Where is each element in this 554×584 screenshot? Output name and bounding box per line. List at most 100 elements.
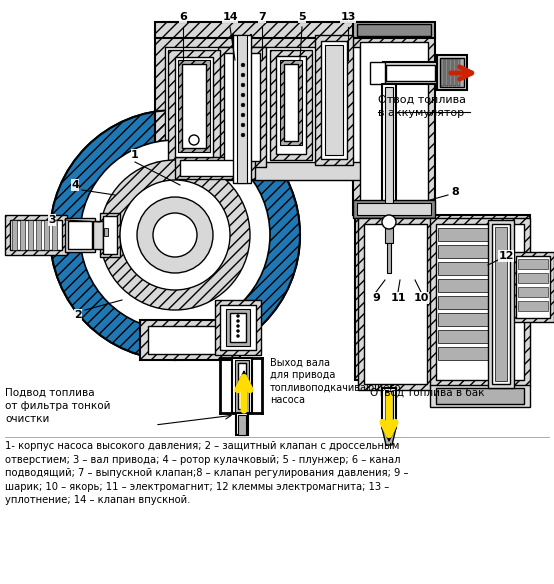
Bar: [104, 228, 108, 236]
Bar: [495, 227, 507, 381]
Bar: [518, 273, 548, 283]
Text: 10: 10: [413, 293, 429, 303]
Bar: [230, 313, 246, 342]
Bar: [438, 330, 488, 343]
Polygon shape: [382, 428, 396, 445]
Text: 14: 14: [222, 12, 238, 22]
Circle shape: [237, 335, 239, 338]
Bar: [276, 56, 306, 154]
Bar: [100, 213, 120, 257]
Bar: [140, 320, 240, 360]
Bar: [438, 279, 488, 292]
Text: Отвод топлива
в аккумулятор: Отвод топлива в аккумулятор: [378, 95, 466, 118]
Circle shape: [153, 213, 197, 257]
Bar: [175, 57, 213, 157]
Bar: [175, 157, 255, 179]
Bar: [168, 50, 220, 165]
Circle shape: [100, 160, 250, 310]
Bar: [236, 413, 248, 435]
Bar: [238, 415, 246, 435]
Text: 2: 2: [74, 310, 82, 320]
Circle shape: [241, 133, 245, 137]
Bar: [387, 243, 391, 273]
Text: Подвод топлива
от фильтра тонкой
очистки: Подвод топлива от фильтра тонкой очистки: [5, 388, 110, 425]
Bar: [438, 245, 488, 258]
Bar: [436, 388, 524, 404]
Bar: [12, 220, 17, 250]
Circle shape: [237, 319, 239, 322]
Bar: [10, 220, 62, 250]
Bar: [220, 305, 256, 350]
Bar: [180, 160, 250, 176]
Text: 7: 7: [258, 12, 266, 22]
Circle shape: [50, 110, 300, 360]
Circle shape: [241, 83, 245, 87]
Bar: [438, 262, 488, 275]
Bar: [440, 58, 464, 87]
Bar: [215, 300, 261, 355]
Bar: [165, 47, 360, 172]
Bar: [353, 22, 435, 38]
Bar: [386, 65, 435, 81]
Circle shape: [382, 215, 396, 229]
Bar: [44, 220, 49, 250]
Circle shape: [241, 93, 245, 97]
Bar: [438, 296, 488, 309]
Bar: [382, 84, 396, 220]
Text: 6: 6: [179, 12, 187, 22]
Circle shape: [50, 110, 300, 360]
Bar: [315, 35, 353, 165]
Bar: [364, 224, 427, 384]
Bar: [224, 53, 260, 161]
Bar: [238, 363, 246, 409]
Bar: [385, 391, 393, 428]
Bar: [233, 35, 251, 183]
Bar: [438, 228, 488, 241]
Bar: [453, 59, 456, 86]
Circle shape: [137, 197, 213, 273]
Text: 13: 13: [340, 12, 356, 22]
Bar: [182, 64, 206, 148]
Circle shape: [120, 180, 230, 290]
Bar: [68, 221, 92, 249]
Text: 4: 4: [71, 180, 79, 190]
Text: 1: 1: [131, 150, 139, 160]
Text: 11: 11: [390, 293, 406, 303]
Bar: [430, 218, 530, 386]
Text: 9: 9: [372, 293, 380, 303]
Bar: [175, 157, 255, 179]
Bar: [280, 60, 302, 145]
Text: 8: 8: [451, 187, 459, 197]
Bar: [438, 313, 488, 326]
Bar: [383, 62, 438, 84]
Bar: [355, 215, 530, 380]
Circle shape: [241, 123, 245, 127]
Bar: [226, 309, 250, 346]
Text: 5: 5: [298, 12, 306, 22]
Bar: [232, 358, 252, 413]
Polygon shape: [155, 162, 390, 180]
Bar: [5, 215, 67, 255]
Bar: [436, 224, 524, 380]
Bar: [28, 220, 33, 250]
Bar: [155, 35, 370, 180]
Circle shape: [237, 315, 239, 318]
Bar: [441, 59, 444, 86]
Circle shape: [241, 113, 245, 117]
Bar: [65, 218, 95, 252]
Bar: [362, 222, 523, 373]
Circle shape: [241, 73, 245, 77]
Bar: [385, 228, 393, 243]
Bar: [518, 287, 548, 297]
Bar: [237, 35, 247, 183]
Text: 12: 12: [498, 251, 514, 261]
Bar: [148, 326, 232, 354]
Bar: [457, 59, 460, 86]
Bar: [516, 256, 550, 318]
Text: 1- корпус насоса высокого давления; 2 – защитный клапан с дроссельным
отверстием: 1- корпус насоса высокого давления; 2 – …: [5, 441, 408, 505]
Bar: [353, 35, 435, 215]
Bar: [370, 62, 385, 84]
Bar: [20, 220, 25, 250]
Circle shape: [189, 135, 199, 145]
Bar: [93, 221, 103, 249]
